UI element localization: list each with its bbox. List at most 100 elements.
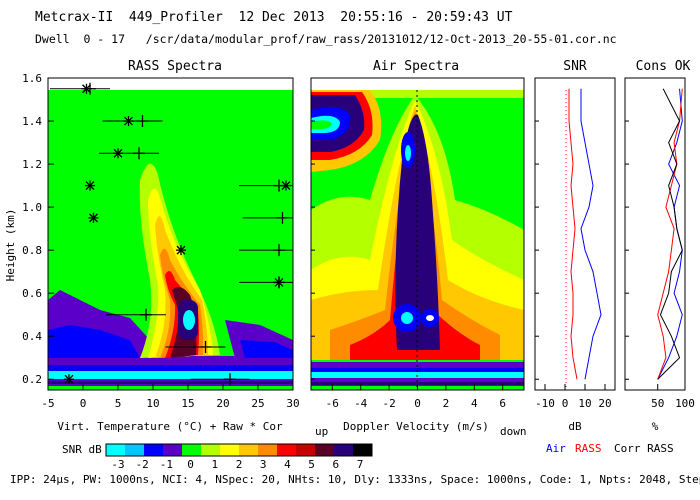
air-top-band <box>311 90 524 98</box>
legend-rass: RASS <box>575 442 602 455</box>
cor-star-mark <box>81 83 92 94</box>
rass-band-cyan <box>48 371 293 379</box>
rass-band-blue <box>48 365 293 375</box>
colorbar-tick-label: -1 <box>160 458 173 471</box>
colorbar-tick-label: 1 <box>211 458 218 471</box>
colorbar-tick-label: 6 <box>332 458 339 471</box>
legend-corr-rass: Corr RASS <box>614 442 674 455</box>
colorbar-swatch <box>258 444 278 456</box>
air-cloud-6 <box>311 120 332 129</box>
air-panel-title: Air Spectra <box>373 59 459 74</box>
height-axis: 0.2 0.4 0.6 0.8 1.0 1.2 1.4 1.6 <box>22 72 629 386</box>
cor-star-mark <box>281 180 291 191</box>
cor-star-mark <box>274 277 284 288</box>
snr-colorbar: -3 -2 -1 0 1 2 3 4 5 6 7 <box>105 443 373 471</box>
cor-star-mark <box>176 245 186 256</box>
x-tick-label: 0 <box>562 397 569 410</box>
x-tick-label: -5 <box>41 397 54 410</box>
series-rass-line <box>657 88 683 380</box>
raw-plus-mark <box>140 308 152 321</box>
colorbar-tick-label: 7 <box>357 458 364 471</box>
raw-plus-mark <box>136 115 149 128</box>
x-tick-label: -4 <box>354 397 368 410</box>
x-tick-label: 0 <box>414 397 421 410</box>
x-tick-label: 5 <box>115 397 122 410</box>
colorbar-swatch <box>334 444 354 456</box>
air-xlabel: Doppler Velocity (m/s) <box>343 420 489 433</box>
snr-panel-title: SNR <box>563 59 587 74</box>
air-heatmap <box>311 90 524 390</box>
colorbar-frame <box>105 443 373 457</box>
x-tick-label: 0 <box>80 397 87 410</box>
colorbar-swatch <box>144 444 164 456</box>
colorbar-swatch <box>315 444 335 456</box>
x-tick-label: -6 <box>326 397 339 410</box>
cons-panel-title: Cons OK <box>636 59 691 74</box>
colorbar-tick-label: 4 <box>284 458 291 471</box>
colorbar-swatch <box>163 444 183 456</box>
colorbar-swatch <box>201 444 221 456</box>
colorbar-tick-label: 0 <box>187 458 194 471</box>
x-tick-label: -10 <box>535 397 555 410</box>
colorbar-label: SNR dB <box>62 443 102 456</box>
rass-xlabel: Virt. Temperature (°C) + Raw * Cor <box>57 420 283 433</box>
plot-title: Metcrax-II 449_Profiler 12 Dec 2013 20:5… <box>35 10 513 25</box>
snr-frame <box>534 77 616 391</box>
rass-heatmap <box>48 90 293 390</box>
air-band-dark <box>311 382 524 385</box>
colorbar-swatch <box>296 444 316 456</box>
colorbar-tick-label: 2 <box>236 458 243 471</box>
x-tick-label: 20 <box>216 397 229 410</box>
colorbar-swatch <box>239 444 259 456</box>
cor-star-mark <box>85 180 95 191</box>
height-tick-label: 0.8 <box>22 244 42 257</box>
series-rass-line <box>568 88 578 380</box>
rass-left-blue <box>48 325 140 358</box>
x-tick-label: 25 <box>251 397 264 410</box>
rass-right-blue <box>240 340 293 358</box>
x-tick-label: 10 <box>146 397 159 410</box>
x-tick-label: 4 <box>471 397 478 410</box>
rass-band-dark <box>48 381 293 384</box>
height-axis-label: Height (km) <box>4 209 17 282</box>
x-tick-label: 100 <box>675 397 695 410</box>
height-tick-label: 0.4 <box>22 330 42 343</box>
height-tick-label: 1.2 <box>22 158 42 171</box>
x-tick-label: 30 <box>286 397 299 410</box>
x-tick-label: 6 <box>499 397 506 410</box>
cons-frame <box>624 77 686 391</box>
height-tick-label: 1.0 <box>22 201 42 214</box>
footer-params: IPP: 24µs, PW: 1000ns, NCI: 4, NSpec: 20… <box>10 473 700 486</box>
series-corr-rass-line <box>657 88 683 380</box>
colorbar-swatch <box>277 444 297 456</box>
raw-plus-mark <box>273 244 285 257</box>
colorbar-tick-label: -3 <box>111 458 124 471</box>
legend-air: Air <box>546 442 566 455</box>
rass-core-cyan <box>183 310 195 330</box>
x-tick-label: 15 <box>181 397 194 410</box>
series-air-line <box>580 88 602 380</box>
height-tick-label: 0.6 <box>22 287 42 300</box>
x-axes: -5 0 5 10 15 20 25 30 -6 -4 -2 0 2 4 6 -10 0 10 20 50 100 <box>41 384 695 410</box>
air-lower-cyan-left <box>401 312 413 324</box>
air-column <box>395 114 440 350</box>
colorbar-tick-label: 3 <box>260 458 267 471</box>
air-lower-white-right <box>426 315 434 321</box>
height-tick-label: 0.2 <box>22 373 42 386</box>
height-tick-label: 1.4 <box>22 115 42 128</box>
x-tick-label: -2 <box>382 397 395 410</box>
cor-star-mark <box>123 116 134 127</box>
dwell-info: Dwell 0 - 17 /scr/data/modular_prof/raw_… <box>35 32 617 46</box>
rass-panel-title: RASS Spectra <box>128 59 222 74</box>
x-tick-label: 20 <box>598 397 611 410</box>
colorbar-tick-label: 5 <box>308 458 315 471</box>
height-tick-label: 1.6 <box>22 72 42 85</box>
data-marks <box>50 82 683 386</box>
cons-xlabel: % <box>652 420 659 433</box>
cor-star-mark <box>113 148 123 159</box>
x-tick-label: 50 <box>651 397 664 410</box>
colorbar-swatch <box>220 444 240 456</box>
snr-xlabel: dB <box>568 420 582 433</box>
colorbar-swatch <box>182 444 202 456</box>
raw-plus-mark <box>276 211 289 224</box>
